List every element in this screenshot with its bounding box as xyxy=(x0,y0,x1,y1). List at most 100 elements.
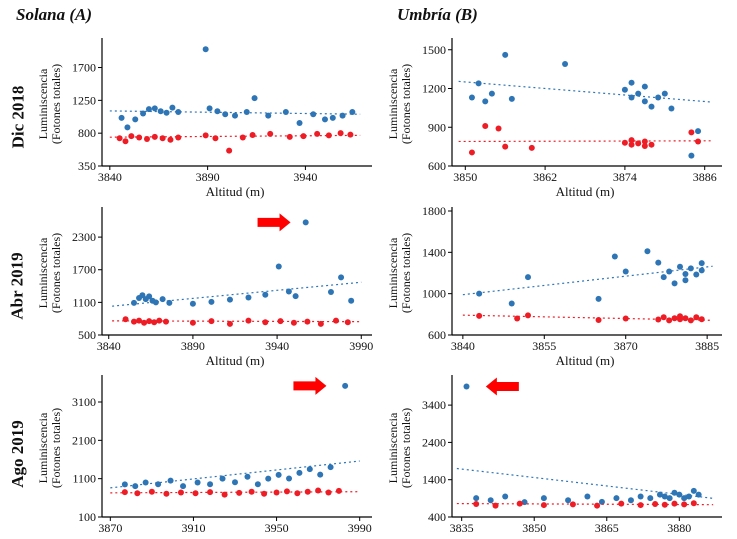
serie-azul-data-point xyxy=(584,492,591,499)
y-axis-label-line2: (Fotones totales) xyxy=(399,232,413,312)
y-tick-label: 3100 xyxy=(72,395,96,409)
serie-azul-data-point xyxy=(681,494,688,501)
y-tick-label: 1400 xyxy=(422,472,446,486)
y-tick-label: 800 xyxy=(78,126,96,140)
y-tick-label: 1400 xyxy=(422,245,446,259)
serie-azul-data-point xyxy=(637,492,644,499)
serie-roja-data-point xyxy=(300,132,307,139)
serie-roja-data-point xyxy=(540,501,547,508)
serie-roja-data-point xyxy=(236,489,243,496)
serie-azul-data-point xyxy=(285,287,292,294)
y-tick-label: 2300 xyxy=(72,230,96,244)
serie-roja-data-point xyxy=(226,320,233,327)
serie-azul-data-point xyxy=(282,108,289,115)
chart-ago2019-solana: 100 1100 2100 3100 3870 3910 3950 3990 Luminisce… xyxy=(36,370,386,537)
serie-roja-data-point xyxy=(163,490,170,497)
y-tick-label: 350 xyxy=(78,159,96,173)
x-tick-label: 3865 xyxy=(595,521,619,535)
serie-azul-data-point xyxy=(502,492,509,499)
y-tick-label: 600 xyxy=(428,328,446,342)
serie-roja-data-point xyxy=(294,489,301,496)
serie-roja-data-point xyxy=(290,319,297,326)
x-tick-label: 3840 xyxy=(451,339,475,353)
serie-azul-data-point xyxy=(166,299,173,306)
serie-azul-data-point xyxy=(292,292,299,299)
y-tick-label: 2400 xyxy=(422,435,446,449)
y-tick-label: 1250 xyxy=(72,93,96,107)
x-tick-label: 3940 xyxy=(293,170,317,184)
serie-azul-data-point xyxy=(473,494,480,501)
serie-roja-data-point xyxy=(618,500,625,507)
chart-abr2019-umbria: 600 1000 1400 1800 3840 3855 3870 3885 Luminisce… xyxy=(386,201,737,370)
serie-roja-data-point xyxy=(473,500,480,507)
serie-azul-data-point xyxy=(635,90,642,97)
serie-azul-data-point xyxy=(302,218,309,225)
serie-azul-data-point xyxy=(628,94,635,101)
chart-ago2019-umbria: 400 1400 2400 3400 3835 3850 3865 3880 Luminisce… xyxy=(386,370,737,537)
serie-azul-data-point xyxy=(627,496,634,503)
serie-azul-data-point xyxy=(208,298,215,305)
serie-roja-data-point xyxy=(286,133,293,140)
serie-roja-data-point xyxy=(192,489,199,496)
x-tick-label: 3850 xyxy=(453,170,477,184)
serie-azul-data-point xyxy=(329,114,336,121)
y-axis-label-line1: Luminiscencia xyxy=(386,237,400,308)
serie-roja-data-point xyxy=(277,317,284,324)
serie-roja-data-point xyxy=(492,502,499,509)
serie-roja-data-point xyxy=(128,132,135,139)
serie-azul-data-point xyxy=(644,247,651,254)
serie-azul-data-point xyxy=(695,127,702,134)
serie-azul-data-point xyxy=(155,480,162,487)
serie-azul-data-point xyxy=(475,79,482,86)
serie-azul-data-point xyxy=(488,90,495,97)
serie-azul-data-point xyxy=(124,123,131,130)
outlier-arrow-icon xyxy=(293,376,327,395)
serie-roja-trend-line xyxy=(109,134,361,138)
serie-roja-data-point xyxy=(151,133,158,140)
serie-roja-data-point xyxy=(695,137,702,144)
serie-azul-data-point xyxy=(152,298,159,305)
serie-azul-data-point xyxy=(671,279,678,286)
serie-azul-data-point xyxy=(648,103,655,110)
y-axis-label-line1: Luminiscencia xyxy=(386,412,400,483)
serie-roja-data-point xyxy=(130,318,137,325)
serie-azul-data-point xyxy=(132,482,139,489)
scatter-plot-svg: 400 1400 2400 3400 3835 3850 3865 3880 Luminisce… xyxy=(386,374,722,535)
x-tick-label: 3874 xyxy=(613,170,637,184)
serie-azul-data-point xyxy=(202,45,209,52)
serie-azul-data-point xyxy=(163,109,170,116)
serie-azul-data-point xyxy=(656,491,663,498)
serie-roja-data-point xyxy=(267,130,274,137)
serie-roja-data-point xyxy=(655,316,662,322)
serie-azul-data-point xyxy=(677,263,683,270)
serie-roja-trend-line xyxy=(110,490,360,493)
serie-roja-data-point xyxy=(677,312,683,319)
serie-azul-data-point xyxy=(296,469,303,476)
serie-roja-data-point xyxy=(156,317,163,324)
serie-azul-data-point xyxy=(661,90,668,97)
serie-roja-data-point xyxy=(146,317,153,324)
serie-azul-data-point xyxy=(327,288,334,295)
serie-azul-data-point xyxy=(286,474,293,481)
serie-azul-data-point xyxy=(226,296,233,303)
serie-roja-data-point xyxy=(141,319,148,326)
y-axis-label-line2: (Fotones totales) xyxy=(399,407,413,487)
serie-azul-trend-line xyxy=(456,467,714,499)
y-tick-label: 400 xyxy=(428,510,446,524)
x-axis-label: Altitud (m) xyxy=(556,184,615,199)
serie-azul-data-point xyxy=(698,259,705,266)
x-tick-label: 3990 xyxy=(348,521,372,535)
serie-azul-data-point xyxy=(628,79,635,86)
serie-azul-data-point xyxy=(661,492,668,499)
serie-azul-data-point xyxy=(232,478,238,485)
serie-roja-data-point xyxy=(261,490,268,497)
serie-roja-data-point xyxy=(671,500,678,507)
serie-roja-data-point xyxy=(136,134,143,141)
serie-azul-data-point xyxy=(598,498,605,505)
serie-azul-data-point xyxy=(655,259,662,266)
serie-azul-data-point xyxy=(169,104,176,111)
x-tick-label: 3990 xyxy=(349,339,373,353)
serie-azul-data-point xyxy=(463,382,470,389)
serie-azul-data-point xyxy=(132,115,139,122)
scatter-plot-svg: 500 1100 1700 2300 3840 3890 3940 3990 Luminisce… xyxy=(36,206,373,368)
